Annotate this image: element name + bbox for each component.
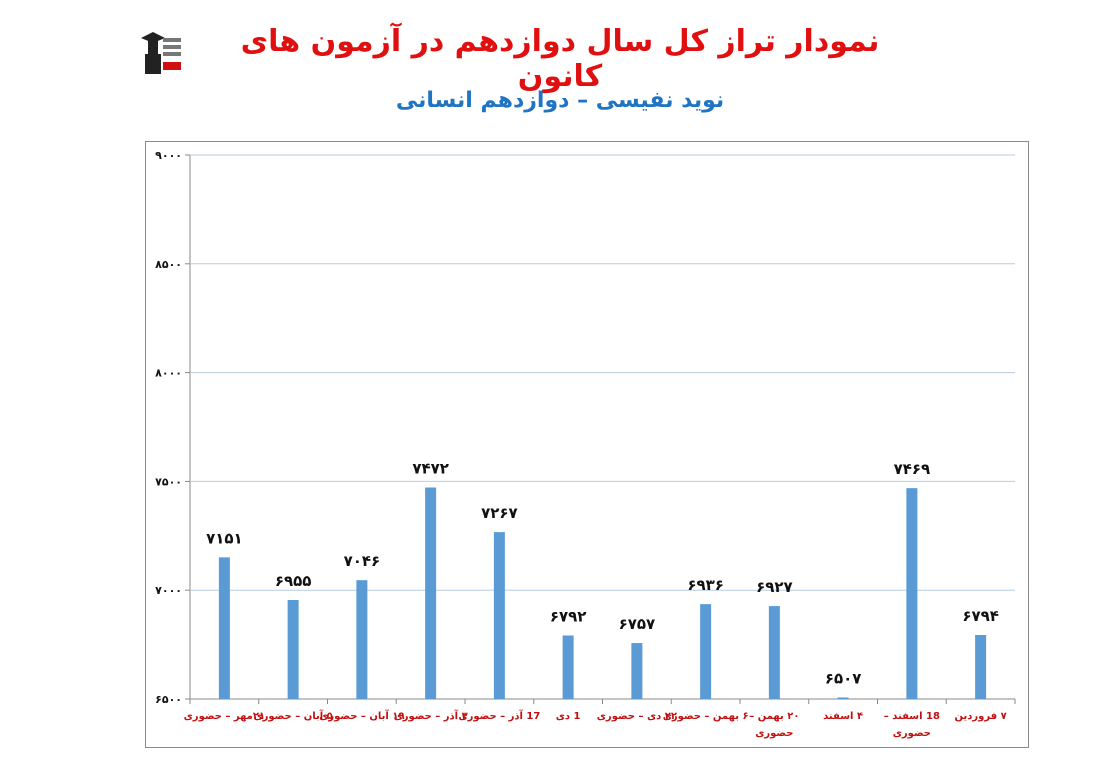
category-label: 17 آذر – حضوری	[458, 709, 540, 722]
category-label: 18 اسفند –	[884, 711, 940, 722]
bar	[562, 635, 574, 699]
y-tick-label: ۷۵۰۰	[155, 475, 182, 488]
y-tick-label: ۶۵۰۰	[155, 693, 182, 706]
category-label: ۳ آذر – حضوری	[394, 709, 468, 722]
category-label: ۶ بهمن – حضوری	[663, 711, 749, 722]
bar	[493, 532, 505, 699]
chart-subtitle: نوید نفیسی – دوازدهم انسانی	[395, 88, 725, 113]
bar	[768, 606, 780, 699]
chart-frame	[145, 141, 1029, 748]
bar	[906, 488, 918, 699]
labels: ۶۵۰۰ ۷۰۰۰ ۷۵۰۰ ۸۰۰۰ ۸۵۰۰ ۹۰۰۰ ۷۱۵۱ ۲۱مهر – حضور…	[155, 149, 1007, 739]
category-label: ۲۲ دی – حضوری	[597, 711, 677, 722]
data-label: ۶۷۹۴	[962, 607, 999, 625]
data-label: ۶۹۵۵	[275, 572, 312, 590]
data-label: ۷۴۶۹	[894, 460, 931, 478]
data-label: ۶۹۲۷	[756, 578, 793, 596]
category-label: 1 دی	[556, 711, 581, 722]
y-tick-label: ۸۵۰۰	[155, 258, 182, 271]
data-label: ۷۴۷۲	[412, 459, 449, 477]
chart-title: نمودار تراز کل سال دوازدهم در آزمون های …	[240, 24, 880, 94]
category-label: ۷ فروردین	[955, 711, 1007, 722]
category-label: ۲۱مهر – حضوری	[184, 711, 265, 722]
category-label: حضوری	[755, 728, 793, 739]
bar	[975, 635, 987, 699]
bars	[218, 487, 987, 699]
data-label: ۷۲۶۷	[481, 504, 518, 522]
bar	[218, 557, 230, 699]
gridlines	[185, 154, 1016, 704]
data-label: ۶۹۳۶	[687, 576, 724, 594]
category-label: ۲۰ بهمن –	[749, 711, 799, 722]
bar	[700, 604, 712, 699]
category-label: ۱۹ آبان – حضوری	[319, 709, 404, 722]
bar	[287, 599, 299, 699]
bar	[356, 580, 368, 699]
data-label: ۷۱۵۱	[206, 529, 243, 547]
bar	[837, 697, 849, 699]
kanoon-logo-icon	[141, 32, 181, 74]
y-tick-label: ۹۰۰۰	[155, 149, 182, 162]
category-label: ۵ آبان – حضوری	[253, 709, 332, 722]
data-label: ۶۷۵۷	[619, 615, 656, 633]
bar	[631, 643, 643, 699]
bar	[425, 487, 437, 699]
data-label: ۷۰۴۶	[344, 552, 381, 570]
data-label: ۶۵۰۷	[825, 669, 862, 687]
category-label: حضوری	[893, 728, 931, 739]
data-label: ۶۷۹۲	[550, 607, 587, 625]
category-label: ۴ اسفند	[823, 711, 863, 722]
y-tick-label: ۸۰۰۰	[155, 367, 182, 380]
y-tick-label: ۷۰۰۰	[155, 584, 182, 597]
